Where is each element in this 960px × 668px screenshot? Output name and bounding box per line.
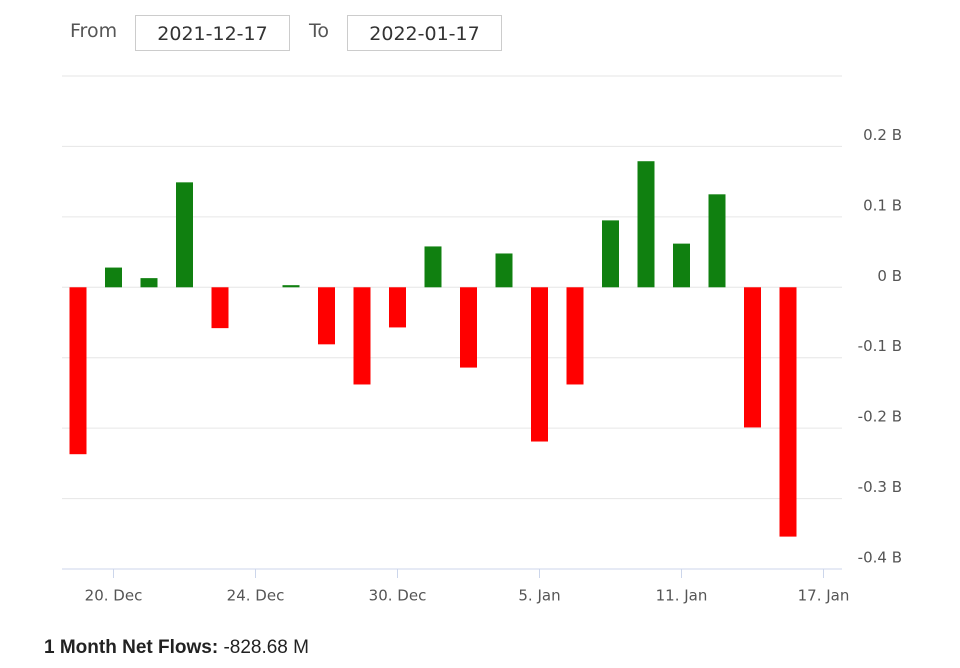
bar (105, 267, 122, 288)
summary-value: -828.68 M (223, 637, 309, 658)
bar (176, 182, 193, 288)
summary: 1 Month Net Flows: -828.68 M (44, 637, 309, 659)
bar (602, 220, 619, 288)
bar (637, 161, 655, 288)
bar (779, 287, 797, 537)
bar (744, 287, 761, 428)
bar (708, 194, 726, 288)
x-tick-label: 17. Jan (798, 587, 850, 605)
bar (282, 285, 300, 288)
y-tick-label: 0.1 B (863, 196, 902, 214)
bar (140, 278, 158, 288)
x-tick-label: 11. Jan (656, 587, 708, 605)
bar (389, 287, 406, 328)
y-tick-label: -0.4 B (858, 549, 902, 567)
y-tick-label: 0.2 B (863, 126, 902, 144)
y-tick-label: -0.3 B (858, 478, 902, 496)
x-tick-label: 20. Dec (85, 587, 143, 605)
bar (424, 246, 442, 288)
x-tick-label: 5. Jan (518, 587, 560, 605)
y-tick-label: -0.2 B (858, 408, 902, 426)
to-label: To (309, 20, 330, 42)
bar (673, 243, 690, 288)
y-tick-label: 0 B (877, 267, 902, 285)
from-label: From (70, 20, 118, 42)
bar (211, 287, 229, 329)
bar (69, 287, 87, 455)
bar (495, 253, 513, 288)
summary-label: 1 Month Net Flows: (44, 637, 219, 658)
bar (318, 287, 335, 345)
to-date-input[interactable]: 2022-01-17 (347, 15, 502, 51)
bar (566, 287, 584, 385)
bar (353, 287, 371, 385)
x-tick-label: 24. Dec (227, 587, 285, 605)
bar (531, 287, 548, 442)
bar (460, 287, 477, 368)
y-tick-label: -0.1 B (858, 337, 902, 355)
x-tick-label: 30. Dec (369, 587, 427, 605)
chart: 0.2 B 0.1 B 0 B -0.1 B -0.2 B -0.3 B -0.4 B 20.… (62, 75, 902, 605)
from-date-input[interactable]: 2021-12-17 (135, 15, 290, 51)
